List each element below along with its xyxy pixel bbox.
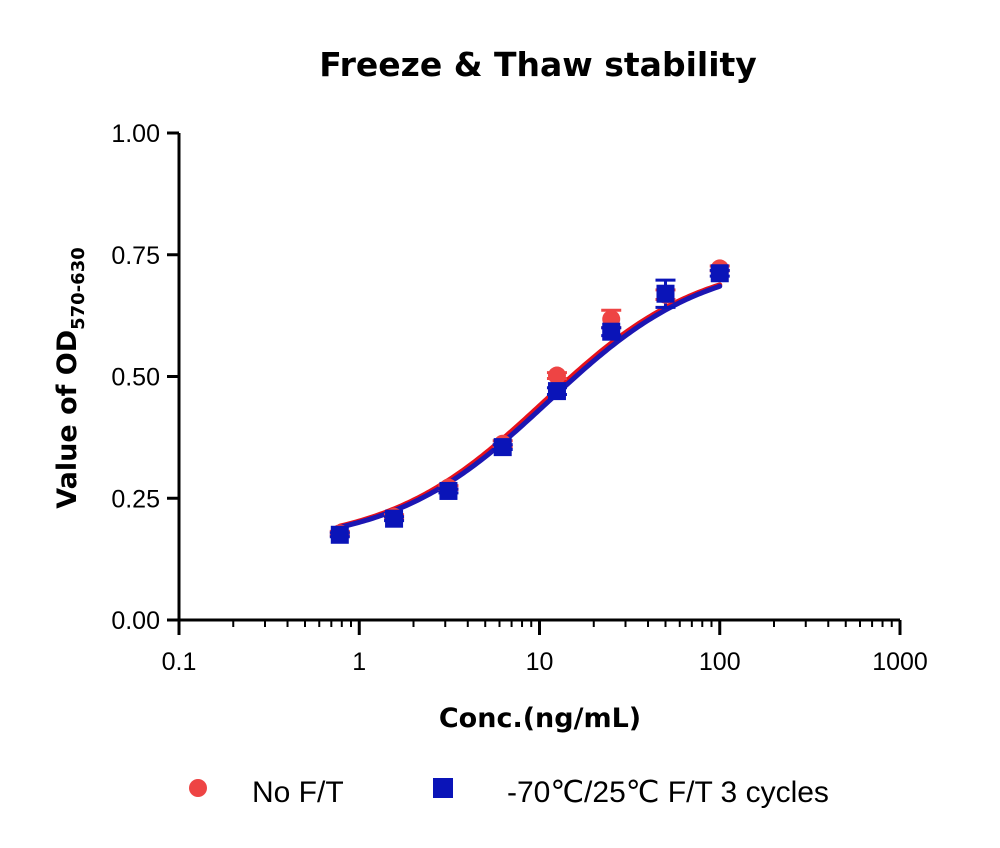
- y-axis: 0.00 0.25 0.50 0.75 1.00: [111, 120, 181, 635]
- y-tick-label: 0.25: [111, 485, 160, 513]
- legend-label-no-ft: No F/T: [252, 776, 344, 809]
- plot-area: [329, 259, 730, 544]
- data-point-ft-cycles: [439, 481, 458, 500]
- fit-curves: [337, 282, 723, 530]
- x-tick-label: 10: [526, 648, 554, 676]
- x-axis-title: Conc.(ng/mL): [439, 703, 641, 734]
- chart-title: Freeze & Thaw stability: [319, 45, 757, 84]
- x-tick-label: 1: [352, 648, 366, 676]
- y-axis-title-subscript: 570-630: [68, 247, 89, 330]
- legend-label-ft-cycles: -70℃/25℃ F/T 3 cycles: [507, 776, 829, 809]
- data-point-no-ft: [547, 366, 566, 385]
- y-tick-label: 0.75: [111, 242, 160, 270]
- data-point-ft-cycles: [602, 322, 621, 341]
- error-bars: [329, 264, 730, 539]
- x-tick-label: 1000: [872, 648, 928, 676]
- y-ticks: 0.00 0.25 0.50 0.75 1.00: [111, 120, 179, 635]
- y-tick-label: 0.50: [111, 364, 160, 392]
- data-points: [330, 259, 729, 544]
- x-ticks: 0.1 1 10 100 1000: [162, 620, 928, 676]
- legend-marker-no-ft: [189, 779, 207, 797]
- data-point-ft-cycles: [547, 382, 566, 401]
- x-tick-label: 100: [699, 648, 741, 676]
- data-point-ft-cycles: [385, 509, 404, 528]
- data-point-ft-cycles: [656, 284, 675, 303]
- fit-curve-no-ft: [337, 282, 723, 529]
- x-axis: 0.1 1 10 100 1000: [162, 618, 928, 676]
- y-axis-title-main: Value of OD: [52, 330, 83, 509]
- data-point-ft-cycles: [710, 264, 729, 283]
- x-tick-label: 0.1: [162, 648, 197, 676]
- y-tick-label: 0.00: [111, 607, 160, 635]
- data-point-ft-cycles: [330, 525, 349, 544]
- data-point-ft-cycles: [493, 438, 512, 457]
- legend-marker-ft-cycles: [433, 778, 453, 798]
- y-axis-title: Value of OD570-630: [52, 247, 89, 509]
- fit-curve-ft-cycles: [337, 283, 723, 530]
- legend: No F/T -70℃/25℃ F/T 3 cycles: [189, 776, 829, 809]
- y-tick-label: 1.00: [111, 120, 160, 148]
